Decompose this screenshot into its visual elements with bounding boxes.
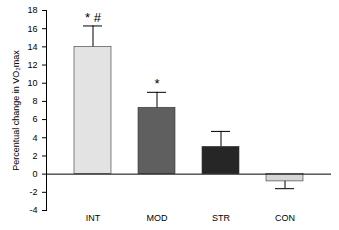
svg-text:4: 4 [32,133,37,143]
svg-text:10: 10 [27,78,37,88]
svg-text:CON: CON [275,213,295,223]
svg-text:-4: -4 [29,205,37,215]
svg-text:16: 16 [27,24,37,34]
svg-text:*: * [154,76,159,91]
svg-text:6: 6 [32,114,37,124]
svg-text:MOD: MOD [147,213,168,223]
svg-text:12: 12 [27,60,37,70]
svg-text:14: 14 [27,42,37,52]
svg-text:18: 18 [27,5,37,15]
svg-text:0: 0 [32,169,37,179]
svg-text:INT: INT [86,213,101,223]
svg-text:2: 2 [32,151,37,161]
svg-text:* #: * # [85,10,102,25]
svg-text:STR: STR [212,213,231,223]
svg-text:-2: -2 [29,187,37,197]
svg-text:8: 8 [32,96,37,106]
svg-text:Percentual change in VO₂max: Percentual change in VO₂max [11,50,21,171]
